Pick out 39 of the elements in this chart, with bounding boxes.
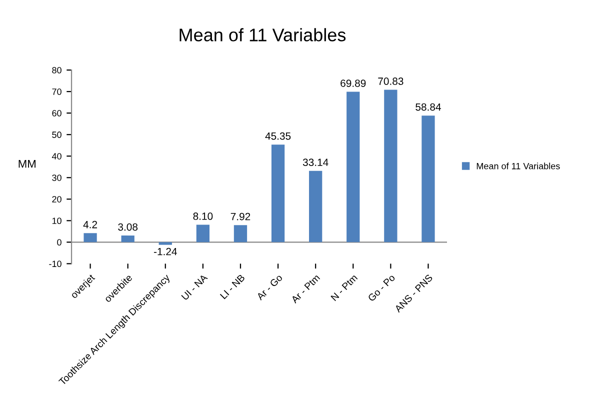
y-tick-label: 80 bbox=[52, 67, 62, 74]
legend-label: Mean of 11 Variables bbox=[476, 162, 560, 170]
x-tick-label: N - Ptm bbox=[330, 274, 358, 302]
data-label: 58.84 bbox=[416, 103, 441, 111]
y-tick-label: 40 bbox=[52, 153, 62, 160]
bar bbox=[422, 116, 435, 242]
y-tick-label: 50 bbox=[52, 132, 62, 138]
data-label: 4.2 bbox=[83, 220, 98, 228]
data-label: 33.14 bbox=[302, 158, 328, 166]
y-tick-label: 70 bbox=[52, 88, 62, 95]
bar bbox=[84, 233, 97, 242]
y-tick-label: 30 bbox=[52, 174, 62, 181]
y-tick-label: 60 bbox=[52, 110, 62, 116]
data-label: 69.89 bbox=[340, 80, 366, 87]
bar bbox=[158, 242, 172, 245]
x-tick-label: Ar - Go bbox=[256, 274, 283, 301]
chart-title: Mean of 11 Variables bbox=[180, 28, 346, 42]
data-label: 45.35 bbox=[265, 132, 291, 140]
bar bbox=[384, 90, 398, 242]
x-tick-label: Go - Po bbox=[368, 274, 396, 302]
data-label: 3.08 bbox=[118, 223, 138, 231]
data-label: 70.83 bbox=[378, 78, 404, 85]
bar bbox=[196, 224, 210, 242]
data-label: 7.92 bbox=[230, 212, 250, 220]
y-tick-label: 10 bbox=[52, 218, 62, 224]
x-tick-label: Ar - Ptm bbox=[290, 274, 320, 304]
y-tick-label: 20 bbox=[52, 196, 62, 202]
x-tick-label: LI - NB bbox=[220, 274, 246, 300]
bar bbox=[234, 225, 248, 242]
bar bbox=[271, 144, 285, 242]
x-tick-label: UI - NA bbox=[181, 274, 208, 300]
data-label: 8.10 bbox=[193, 212, 213, 220]
bar bbox=[121, 236, 134, 242]
bar bbox=[309, 170, 322, 242]
y-axis-title: MM bbox=[18, 160, 36, 168]
y-tick-label: 0 bbox=[57, 239, 62, 246]
bar bbox=[346, 92, 360, 242]
y-tick-label: -10 bbox=[49, 260, 62, 268]
data-label: -1.24 bbox=[154, 248, 177, 256]
